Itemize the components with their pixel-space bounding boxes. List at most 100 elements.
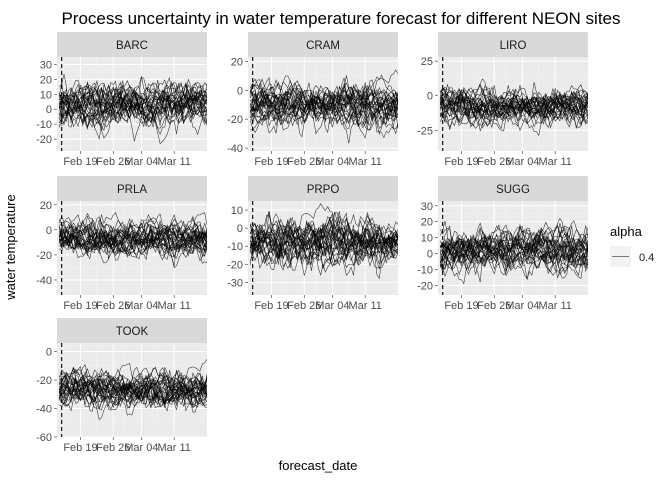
ensemble-lines bbox=[59, 74, 207, 145]
y-tick-label: 0 bbox=[46, 104, 52, 116]
x-tick-label: Mar 11 bbox=[348, 156, 381, 168]
y-tick-label: 20 bbox=[40, 200, 52, 212]
ensemble-member-line bbox=[59, 227, 207, 259]
y-tick-label: -40 bbox=[36, 275, 52, 287]
ensemble-lines bbox=[250, 69, 398, 144]
x-tick-label: Feb 26 bbox=[96, 442, 130, 454]
legend: alpha 0.4 bbox=[610, 224, 654, 267]
x-tick-label: Feb 19 bbox=[444, 300, 478, 312]
x-tick-label: Feb 19 bbox=[63, 156, 97, 168]
ensemble-member-line bbox=[59, 225, 207, 260]
y-tick-label: -20 bbox=[36, 134, 52, 146]
y-tick-label: -10 bbox=[417, 265, 433, 277]
ensemble-member-line bbox=[440, 220, 588, 277]
ensemble-member-line bbox=[59, 82, 207, 140]
facet-strip bbox=[438, 32, 588, 57]
y-tick-label: 0 bbox=[427, 249, 433, 261]
x-tick-label: Mar 11 bbox=[157, 442, 190, 454]
facet-strip bbox=[248, 176, 398, 201]
ensemble-member-line bbox=[59, 219, 207, 257]
ensemble-member-line bbox=[59, 214, 207, 258]
ensemble-member-line bbox=[59, 367, 207, 409]
y-tick-label: -60 bbox=[36, 432, 52, 444]
y-tick-label: 30 bbox=[40, 59, 52, 71]
ensemble-member-line bbox=[440, 231, 588, 264]
ensemble-member-line bbox=[440, 230, 588, 276]
ensemble-member-line bbox=[59, 365, 207, 406]
ensemble-member-line bbox=[250, 211, 398, 257]
y-axis-title: water temperature bbox=[3, 194, 18, 301]
y-tick-label: 20 bbox=[231, 56, 243, 68]
y-tick-label: 0 bbox=[46, 225, 52, 237]
x-tick-label: Feb 26 bbox=[477, 300, 511, 312]
x-tick-label: Feb 26 bbox=[96, 156, 130, 168]
x-tick-label: Mar 11 bbox=[157, 300, 190, 312]
x-tick-label: Feb 19 bbox=[63, 300, 97, 312]
ensemble-member-line bbox=[59, 76, 207, 132]
y-tick-label: 25 bbox=[421, 56, 433, 68]
ensemble-member-line bbox=[59, 367, 207, 408]
ensemble-member-line bbox=[59, 370, 207, 408]
ensemble-member-line bbox=[59, 80, 207, 113]
ensemble-member-line bbox=[250, 212, 398, 266]
ensemble-member-line bbox=[250, 211, 398, 270]
ensemble-member-line bbox=[250, 87, 398, 118]
ensemble-lines bbox=[440, 217, 588, 285]
x-tick-label: Mar 04 bbox=[315, 300, 349, 312]
ensemble-member-line bbox=[440, 87, 588, 131]
ensemble-member-line bbox=[250, 92, 398, 136]
x-tick-label: Mar 04 bbox=[124, 442, 158, 454]
ensemble-lines bbox=[59, 212, 207, 269]
x-tick-label: Feb 26 bbox=[287, 156, 321, 168]
ensemble-member-line bbox=[59, 224, 207, 260]
y-tick-label: -40 bbox=[227, 143, 243, 155]
y-tick-label: 30 bbox=[421, 201, 433, 213]
x-tick-label: Mar 04 bbox=[315, 156, 349, 168]
facet-strip-label: CRAM bbox=[306, 40, 340, 52]
x-tick-label: Mar 04 bbox=[124, 300, 158, 312]
x-tick-label: Feb 19 bbox=[254, 300, 288, 312]
y-tick-label: -20 bbox=[227, 114, 243, 126]
y-tick-label: 0 bbox=[237, 223, 243, 235]
ensemble-member-line bbox=[59, 81, 207, 126]
facet-strip-label: SUGG bbox=[496, 184, 530, 196]
ensemble-member-line bbox=[440, 227, 588, 266]
y-tick-label: -10 bbox=[36, 119, 52, 131]
ensemble-member-line bbox=[250, 91, 398, 134]
ensemble-member-line bbox=[440, 224, 588, 283]
ensemble-member-line bbox=[440, 217, 588, 278]
x-axis-title: forecast_date bbox=[279, 458, 358, 473]
ensemble-member-line bbox=[59, 363, 207, 409]
ensemble-member-line bbox=[250, 69, 398, 134]
x-tick-label: Mar 11 bbox=[157, 156, 190, 168]
x-tick-label: Mar 11 bbox=[538, 156, 571, 168]
ensemble-member-line bbox=[440, 88, 588, 119]
y-tick-label: -20 bbox=[36, 375, 52, 387]
facet-strip-label: LIRO bbox=[500, 40, 527, 52]
y-tick-label: -40 bbox=[36, 404, 52, 416]
x-tick-label: Feb 26 bbox=[96, 300, 130, 312]
ensemble-member-line bbox=[59, 81, 207, 128]
facet-strip-label: PRLA bbox=[117, 184, 147, 196]
ensemble-member-line bbox=[59, 375, 207, 412]
y-tick-label: 10 bbox=[231, 205, 243, 217]
ensemble-member-line bbox=[250, 211, 398, 261]
chart-title: Process uncertainty in water temperature… bbox=[61, 9, 620, 28]
ensemble-member-line bbox=[59, 367, 207, 402]
ensemble-member-line bbox=[250, 74, 398, 124]
y-tick-label: -20 bbox=[227, 259, 243, 271]
ensemble-member-line bbox=[440, 86, 588, 123]
panel-background bbox=[438, 201, 588, 295]
facet-strip-label: TOOK bbox=[116, 326, 149, 338]
y-tick-label: 20 bbox=[421, 217, 433, 229]
ensemble-lines bbox=[250, 202, 398, 280]
ensemble-member-line bbox=[59, 378, 207, 411]
ensemble-member-line bbox=[250, 224, 398, 270]
ensemble-member-line bbox=[440, 84, 588, 125]
y-tick-label: 10 bbox=[421, 233, 433, 245]
